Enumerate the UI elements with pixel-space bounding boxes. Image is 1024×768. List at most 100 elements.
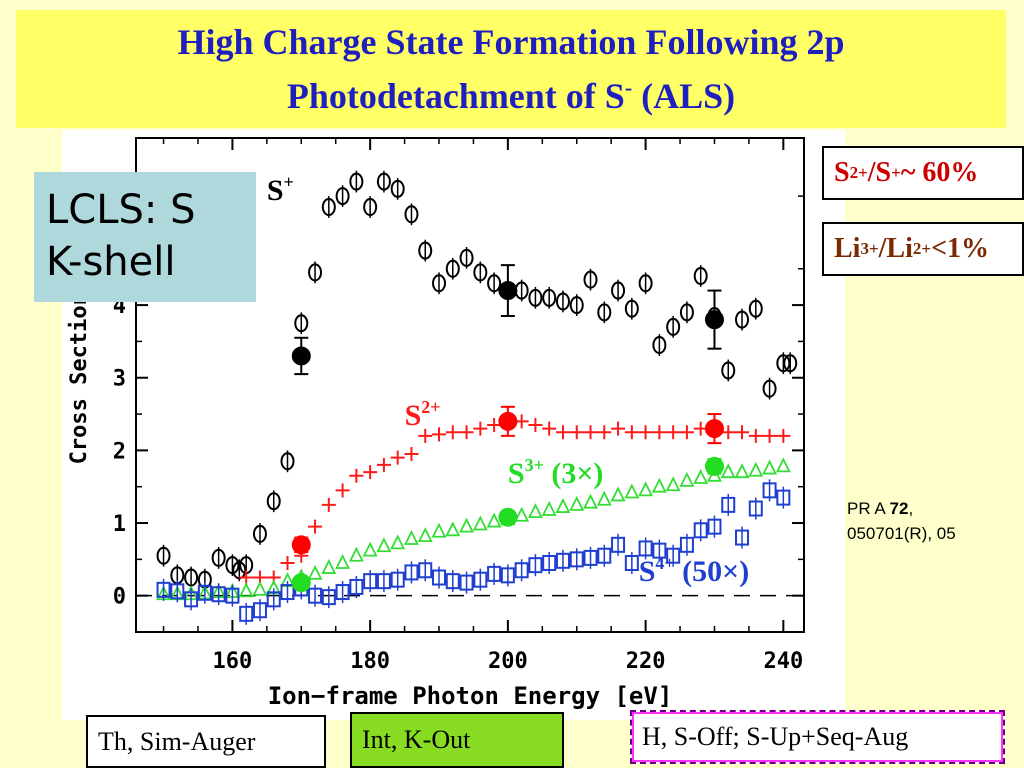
data-point: [583, 549, 598, 566]
data-point: [390, 450, 405, 465]
data-point: [307, 564, 323, 580]
right-background-strip: [845, 130, 1024, 720]
annotation-charge: 4+: [655, 553, 674, 573]
data-point: [459, 248, 474, 267]
data-point: [638, 425, 653, 440]
data-point: [335, 187, 350, 206]
reference-line-1: PR A 72,: [847, 496, 1022, 521]
lcls-line-1: LCLS: S: [46, 187, 196, 233]
data-point: [376, 573, 391, 590]
ratio-li-b-sup: 2+: [912, 239, 932, 258]
data-point: [321, 497, 336, 512]
data-point: [321, 589, 336, 606]
highlight-Splus: [291, 264, 724, 376]
data-point: [624, 554, 639, 571]
series-S4plus: [156, 479, 791, 625]
lcls-callout: LCLS: S K-shell: [34, 172, 256, 302]
data-point: [583, 425, 598, 440]
data-point: [555, 292, 570, 311]
data-point: [211, 548, 226, 567]
annotation-charge: 3+: [525, 455, 544, 475]
theory-sim-auger-box: Th, Sim-Auger: [86, 715, 326, 768]
data-point: [611, 536, 626, 553]
data-point: [335, 584, 350, 601]
data-point: [349, 172, 364, 191]
data-point: [528, 557, 543, 574]
series-annotation: S4+ (50×): [639, 553, 750, 588]
data-point: [252, 580, 268, 596]
x-axis-label: Ion−frame Photon Energy [eV]: [268, 682, 673, 710]
data-point: [666, 425, 681, 440]
data-point: [693, 267, 708, 286]
data-point: [404, 529, 419, 545]
series-annotation: S3+ (3×): [508, 455, 604, 490]
data-point: [638, 540, 653, 557]
data-point: [762, 379, 777, 398]
data-point: [569, 296, 584, 315]
data-point: [707, 518, 722, 535]
data-point: [445, 425, 460, 440]
title-line-2-pre: Photodetachment of S: [286, 76, 625, 116]
annotation-ion: S: [267, 174, 284, 207]
data-point: [239, 570, 254, 585]
data-point: [349, 468, 364, 483]
x-tick-label: 240: [763, 649, 803, 674]
title-line-1: High Charge State Formation Following 2p: [177, 22, 845, 62]
highlight-S3plus: [291, 456, 724, 593]
data-point: [500, 567, 515, 584]
annotation-ion: S: [405, 399, 422, 432]
data-point: [431, 522, 447, 538]
int-k-out-box: Int, K-Out: [350, 712, 564, 768]
data-point: [652, 542, 667, 559]
data-point: [542, 554, 557, 571]
data-point: [776, 489, 791, 506]
data-point: [321, 559, 337, 574]
journal-reference: PR A 72, 050701(R), 05: [847, 496, 1022, 546]
data-point: [679, 425, 694, 440]
data-point: [252, 524, 267, 543]
data-point: [487, 274, 502, 293]
data-point: [404, 564, 419, 581]
data-point: [720, 463, 736, 479]
data-point: [583, 270, 598, 289]
data-point: [266, 591, 281, 608]
annotation-scale: (3×): [544, 457, 604, 490]
data-point: [783, 354, 798, 373]
data-point: [418, 428, 433, 443]
data-point: [528, 288, 543, 307]
data-point: [348, 546, 364, 562]
data-point: [541, 500, 557, 516]
data-point: [693, 468, 709, 484]
data-point: [679, 536, 694, 553]
data-point: [308, 587, 323, 604]
data-point: [459, 574, 474, 591]
data-point: [184, 591, 199, 608]
data-point: [610, 486, 626, 502]
ratio-s-b: /S: [867, 157, 892, 188]
data-point: [762, 428, 777, 443]
data-point: [735, 310, 750, 329]
highlight-point: [291, 535, 311, 555]
x-tick-label: 200: [488, 649, 528, 674]
x-tick-label: 220: [626, 649, 666, 674]
theory-label: Th, Sim-Auger: [98, 726, 256, 756]
data-point: [542, 288, 557, 307]
data-point: [390, 179, 405, 198]
data-point: [156, 546, 171, 565]
data-point: [445, 573, 460, 590]
data-point: [432, 569, 447, 586]
data-point: [308, 519, 323, 534]
data-point: [486, 512, 502, 528]
annotation-charge: 2+: [421, 397, 440, 417]
data-point: [321, 198, 336, 217]
highlight-point: [498, 411, 518, 431]
sulfur-ratio-box: S 2+/S + ~ 60%: [822, 146, 1024, 200]
title-line-2-post: (ALS): [632, 76, 736, 116]
highlight-S2plus: [291, 405, 724, 555]
data-point: [624, 299, 639, 318]
data-point: [748, 428, 763, 443]
data-point: [624, 483, 640, 499]
data-point: [776, 354, 791, 373]
data-point: [238, 582, 254, 598]
